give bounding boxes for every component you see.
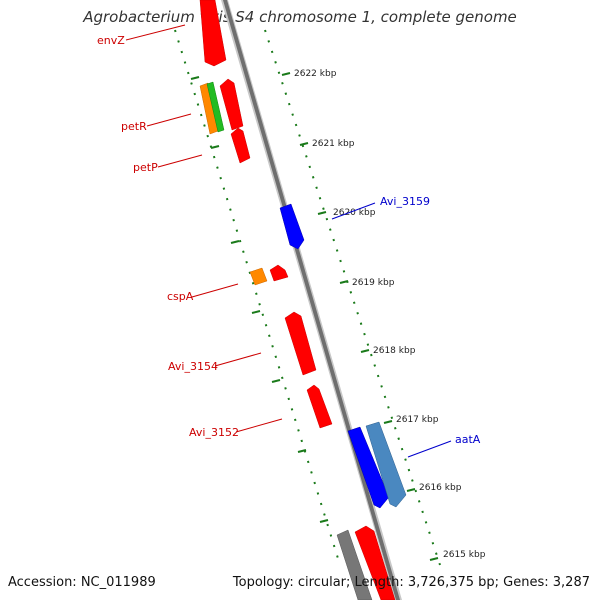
tick-mark — [281, 72, 291, 76]
gene-reverse-cds — [347, 426, 390, 509]
tick-mark — [383, 420, 393, 424]
tick-mark — [360, 349, 370, 353]
orange-feature — [249, 267, 268, 286]
gene-envZ — [199, 0, 227, 67]
gray-feature — [336, 529, 373, 600]
tick-label: 2620 kbp — [333, 208, 376, 218]
accession-text: Accession: NC_011989 — [8, 575, 156, 590]
tick-labels: 2622 kbp 2621 kbp 2620 kbp 2619 kbp 2618… — [294, 69, 486, 560]
backbone — [221, 0, 402, 600]
tick-mark — [271, 379, 281, 383]
label-leaders — [125, 24, 452, 458]
label-aatA: aatA — [455, 433, 481, 446]
tick-mark — [317, 211, 327, 215]
tick-label: 2617 kbp — [396, 415, 439, 425]
outer-ruler-line — [264, 29, 441, 566]
label-Avi_3154: Avi_3154 — [168, 360, 218, 373]
tick-label: 2621 kbp — [312, 139, 355, 149]
leader-Avi_3159 — [331, 202, 376, 220]
leader-aatA — [407, 440, 452, 458]
green-feature — [206, 81, 225, 133]
map-title: Agrobacterium vitis S4 chromosome 1, com… — [83, 8, 517, 26]
gene-forward-cds — [354, 525, 396, 600]
label-petP: petP — [133, 161, 158, 174]
tick-mark — [406, 488, 416, 492]
tick-mark — [297, 449, 307, 453]
tick-mark — [429, 557, 439, 561]
gene-Avi_3154 — [284, 311, 317, 376]
features — [199, 0, 407, 600]
tick-label: 2622 kbp — [294, 69, 337, 79]
tick-label: 2616 kbp — [419, 483, 462, 493]
label-petR: petR — [121, 120, 147, 133]
tick-mark — [299, 142, 309, 146]
gene-cspA — [269, 264, 289, 282]
leader-cspA — [191, 283, 239, 298]
tick-mark — [210, 145, 220, 149]
label-Avi_3152: Avi_3152 — [189, 426, 239, 439]
leader-petR — [146, 113, 192, 127]
tick-mark — [190, 76, 200, 80]
leader-Avi_3152 — [235, 418, 283, 433]
gene-petP — [230, 127, 251, 164]
tick-mark — [339, 280, 349, 284]
leader-petP — [157, 154, 203, 168]
label-envZ: envZ — [97, 34, 125, 47]
gene-Avi_3152 — [306, 384, 333, 429]
leader-envZ — [125, 24, 186, 41]
tick-mark — [251, 310, 261, 314]
scale-ticks — [190, 72, 439, 561]
leader-Avi_3154 — [214, 352, 262, 367]
tick-label: 2619 kbp — [352, 278, 395, 288]
tick-label: 2618 kbp — [373, 346, 416, 356]
gene-Avi_3159 — [279, 203, 305, 250]
feature-labels: envZ petR petP Avi_3159 cspA Avi_3154 Av… — [97, 34, 481, 446]
gene-aatA — [365, 421, 407, 508]
genome-stats: Topology: circular; Length: 3,726,375 bp… — [232, 575, 590, 590]
tick-mark — [230, 240, 240, 244]
gene-petR — [219, 78, 244, 131]
tick-mark — [319, 519, 329, 523]
label-cspA: cspA — [167, 290, 194, 303]
tick-label: 2615 kbp — [443, 550, 486, 560]
label-Avi_3159: Avi_3159 — [380, 195, 430, 208]
